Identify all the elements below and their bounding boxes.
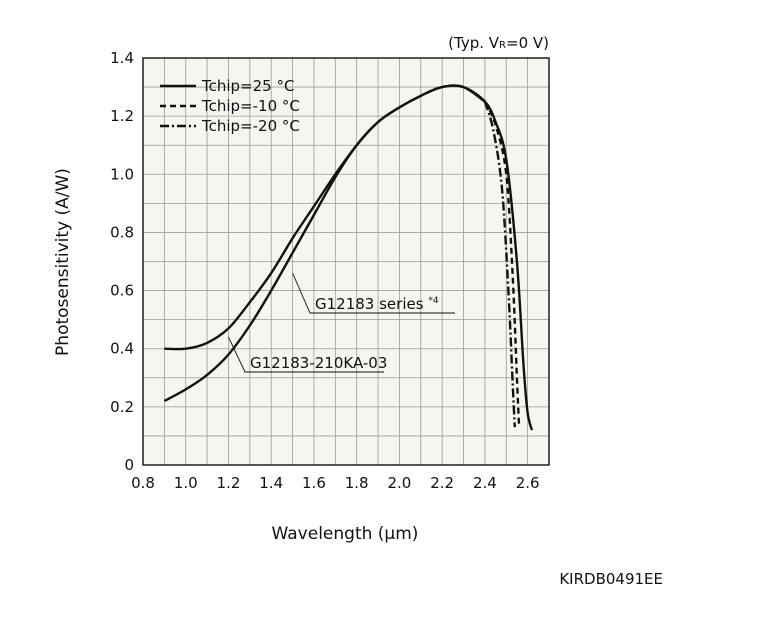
- condition-note-tail: =0 V): [506, 34, 549, 52]
- x-tick-label: 0.8: [131, 474, 155, 492]
- annotation-leader-g12183-series: [292, 272, 455, 314]
- annotation-leader-g12183-210ka-03: [228, 336, 384, 373]
- annotation-superscript: *4: [428, 296, 439, 306]
- x-axis-label: Wavelength (µm): [272, 524, 419, 544]
- y-tick-label: 0.8: [110, 223, 134, 241]
- y-tick-label: 1.4: [110, 49, 134, 67]
- y-tick-label: 0.2: [110, 398, 134, 416]
- series-line-4: [483, 101, 516, 428]
- y-tick-label: 1.0: [110, 165, 134, 183]
- y-axis-label: Photosensitivity (A/W): [53, 168, 73, 356]
- x-tick-label: 1.6: [302, 474, 326, 492]
- x-tick-label: 1.2: [217, 474, 241, 492]
- x-tick-label: 2.6: [516, 474, 540, 492]
- plot-frame: [142, 57, 550, 466]
- y-tick-label: 0.6: [110, 282, 134, 300]
- x-tick-label: 1.4: [259, 474, 283, 492]
- annotation-g12183-series: G12183 series *4: [315, 295, 439, 313]
- series-line-3: [483, 101, 521, 428]
- legend-label: Tchip=-20 °C: [201, 117, 300, 135]
- condition-note-main: (Typ. V: [448, 34, 500, 52]
- x-tick-label: 2.4: [473, 474, 497, 492]
- y-tick-label: 1.2: [110, 107, 134, 125]
- x-tick-label: 1.0: [174, 474, 198, 492]
- annotation-g12183-210ka-03: G12183-210KA-03: [250, 354, 387, 372]
- condition-note-sub: R: [499, 40, 506, 51]
- series-line-2: [163, 84, 486, 403]
- legend-label: Tchip=25 °C: [201, 77, 294, 95]
- y-tick-label: 0: [124, 456, 134, 474]
- figure-code: KIRDB0491EE: [559, 570, 663, 588]
- legend-label: Tchip=-10 °C: [201, 97, 300, 115]
- y-tick-label: 0.4: [110, 340, 134, 358]
- x-tick-label: 2.0: [387, 474, 411, 492]
- x-tick-label: 2.2: [430, 474, 454, 492]
- condition-note: (Typ. VR=0 V): [448, 34, 549, 52]
- x-tick-label: 1.8: [345, 474, 369, 492]
